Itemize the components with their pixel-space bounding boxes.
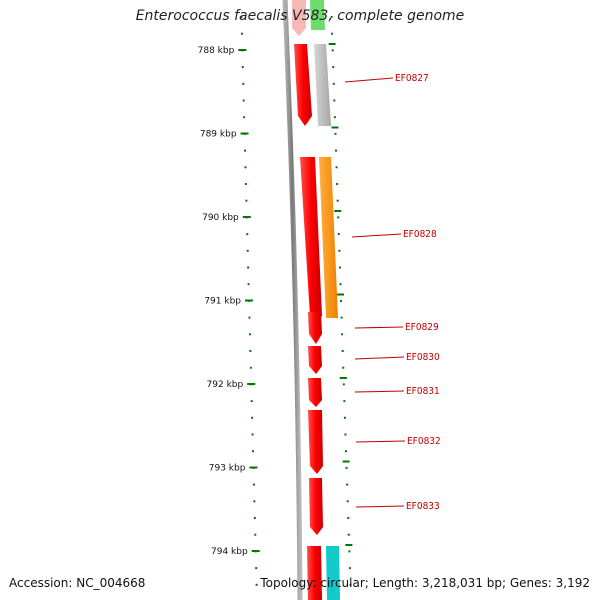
gene-arrow-partial-bottom (307, 546, 322, 600)
scale-minor-dot (250, 400, 253, 403)
scale-minor-dot (240, 16, 243, 18)
scale-minor-dot (255, 567, 258, 570)
gene-label-ef0828: EF0828 (403, 229, 437, 240)
scale-label: 791 kbp (204, 297, 241, 307)
scale-minor-dot-right (345, 450, 348, 453)
scale-label: 790 kbp (202, 213, 239, 223)
scale-minor-dot-right (336, 183, 339, 185)
feature-gray-ef0827 (314, 44, 331, 126)
scale-minor-dot-right (346, 483, 349, 486)
gene-label-lines (344, 77, 406, 508)
scale-minor-dot (241, 66, 244, 69)
scale-minor-dot-right (333, 99, 336, 102)
gene-arrow-partial-top (292, 0, 306, 36)
scale-minor-dot (251, 433, 254, 436)
scale-minor-dot (247, 283, 250, 286)
scale-minor-dot-right (346, 500, 349, 503)
scale-minor-dot-right (332, 66, 335, 69)
genome-title: Enterococcus faecalis V583, complete gen… (135, 8, 465, 24)
gene-arrow-ef0830 (308, 346, 322, 374)
scale-minor-dot (242, 82, 245, 85)
scale-minor-dot (246, 233, 249, 236)
scale-minor-dot (240, 32, 243, 35)
feature-orange-ef0828 (319, 157, 338, 318)
scale-minor-dot-right (331, 32, 334, 35)
gene-label-ef0827: EF0827 (395, 73, 429, 84)
scale-minor-dot (255, 583, 258, 586)
scale-minor-dot-right (340, 316, 343, 319)
scale-minor-dot-right (339, 283, 342, 286)
scale-minor-dot-right (336, 199, 339, 202)
scale-minor-dot (248, 316, 251, 319)
scale-minor-dot (245, 199, 248, 202)
gene-arrow-ef0832 (308, 410, 323, 474)
scale-minor-dot-right (347, 533, 350, 536)
scale-minor-dot (253, 500, 256, 503)
scale-minor-dot (244, 166, 247, 169)
scale-minor-dot-right (343, 400, 346, 403)
scale-minor-dot-right (341, 333, 344, 336)
gene-arrow-ef0833 (309, 478, 323, 535)
scale-minor-dot-right (343, 416, 346, 419)
genome-backbone (282, 0, 303, 600)
scale-minor-dot-right (344, 433, 347, 436)
scale-minor-dot-right (347, 517, 350, 519)
feature-partial-cyan (326, 546, 340, 600)
scale-label: 794 kbp (211, 547, 248, 557)
scale-minor-dot (247, 266, 250, 269)
scale-minor-dot (246, 249, 249, 252)
gene-arrow-ef0827 (294, 44, 312, 126)
gene-arrow-ef0831 (308, 378, 322, 407)
scale-dots (240, 16, 352, 586)
scale-minor-dot-right (342, 383, 345, 386)
scale-minor-dot-right (337, 233, 340, 236)
gene-label-ef0832: EF0832 (407, 436, 441, 447)
scale-label: 789 kbp (200, 130, 237, 140)
scale-minor-dot-right (332, 82, 335, 85)
scale-minor-dot (242, 99, 245, 102)
scale-minor-dot (244, 183, 247, 185)
scale-minor-dot-right (330, 16, 333, 18)
scale-minor-dot-right (341, 350, 344, 352)
topology-text: Topology: circular; Length: 3,218,031 bp… (260, 576, 590, 590)
gene-arrow-ef0829 (308, 312, 322, 344)
gene-label-ef0830: EF0830 (406, 352, 440, 363)
scale-minor-dot-right (348, 567, 351, 570)
scale-minor-dot-right (342, 366, 345, 369)
scale-minor-dot-right (337, 216, 340, 219)
scale-label: 788 kbp (198, 46, 235, 56)
scale-minor-dot-right (335, 149, 338, 152)
scale-minor-dot (249, 366, 252, 369)
scale-minor-dot (252, 483, 255, 486)
scale-minor-dot-right (338, 266, 341, 269)
feature-partial-green (310, 0, 325, 30)
scale-minor-dot (253, 517, 256, 519)
scale-minor-dot-right (345, 466, 348, 469)
scale-minor-dot-right (333, 116, 336, 119)
gene-label-ef0829: EF0829 (405, 322, 439, 333)
scale-minor-dot (249, 350, 252, 352)
scale-minor-dot (248, 333, 251, 336)
gene-label-ef0833: EF0833 (406, 501, 440, 512)
scale-label: 793 kbp (209, 464, 246, 474)
scale-minor-dot (254, 533, 257, 536)
gene-label-ef0831: EF0831 (406, 386, 440, 397)
scale-minor-dot-right (331, 49, 334, 52)
scale-minor-dot-right (348, 550, 351, 553)
scale-ticks: 788 kbp 789 kbp 790 kbp 791 kbp 792 kbp 793 k… (198, 43, 353, 557)
scale-minor-dot-right (334, 132, 337, 135)
scale-minor-dot-right (335, 166, 338, 169)
scale-minor-dot-right (349, 583, 352, 586)
accession-text: Accession: NC_004668 (9, 576, 146, 590)
scale-label: 792 kbp (207, 380, 244, 390)
scale-minor-dot (244, 149, 247, 152)
gene-arrow-ef0828 (300, 157, 322, 322)
scale-minor-dot (251, 416, 254, 419)
scale-minor-dot (243, 116, 246, 119)
scale-minor-dot-right (340, 299, 343, 302)
scale-minor-dot-right (338, 249, 341, 252)
scale-minor-dot (252, 450, 255, 453)
